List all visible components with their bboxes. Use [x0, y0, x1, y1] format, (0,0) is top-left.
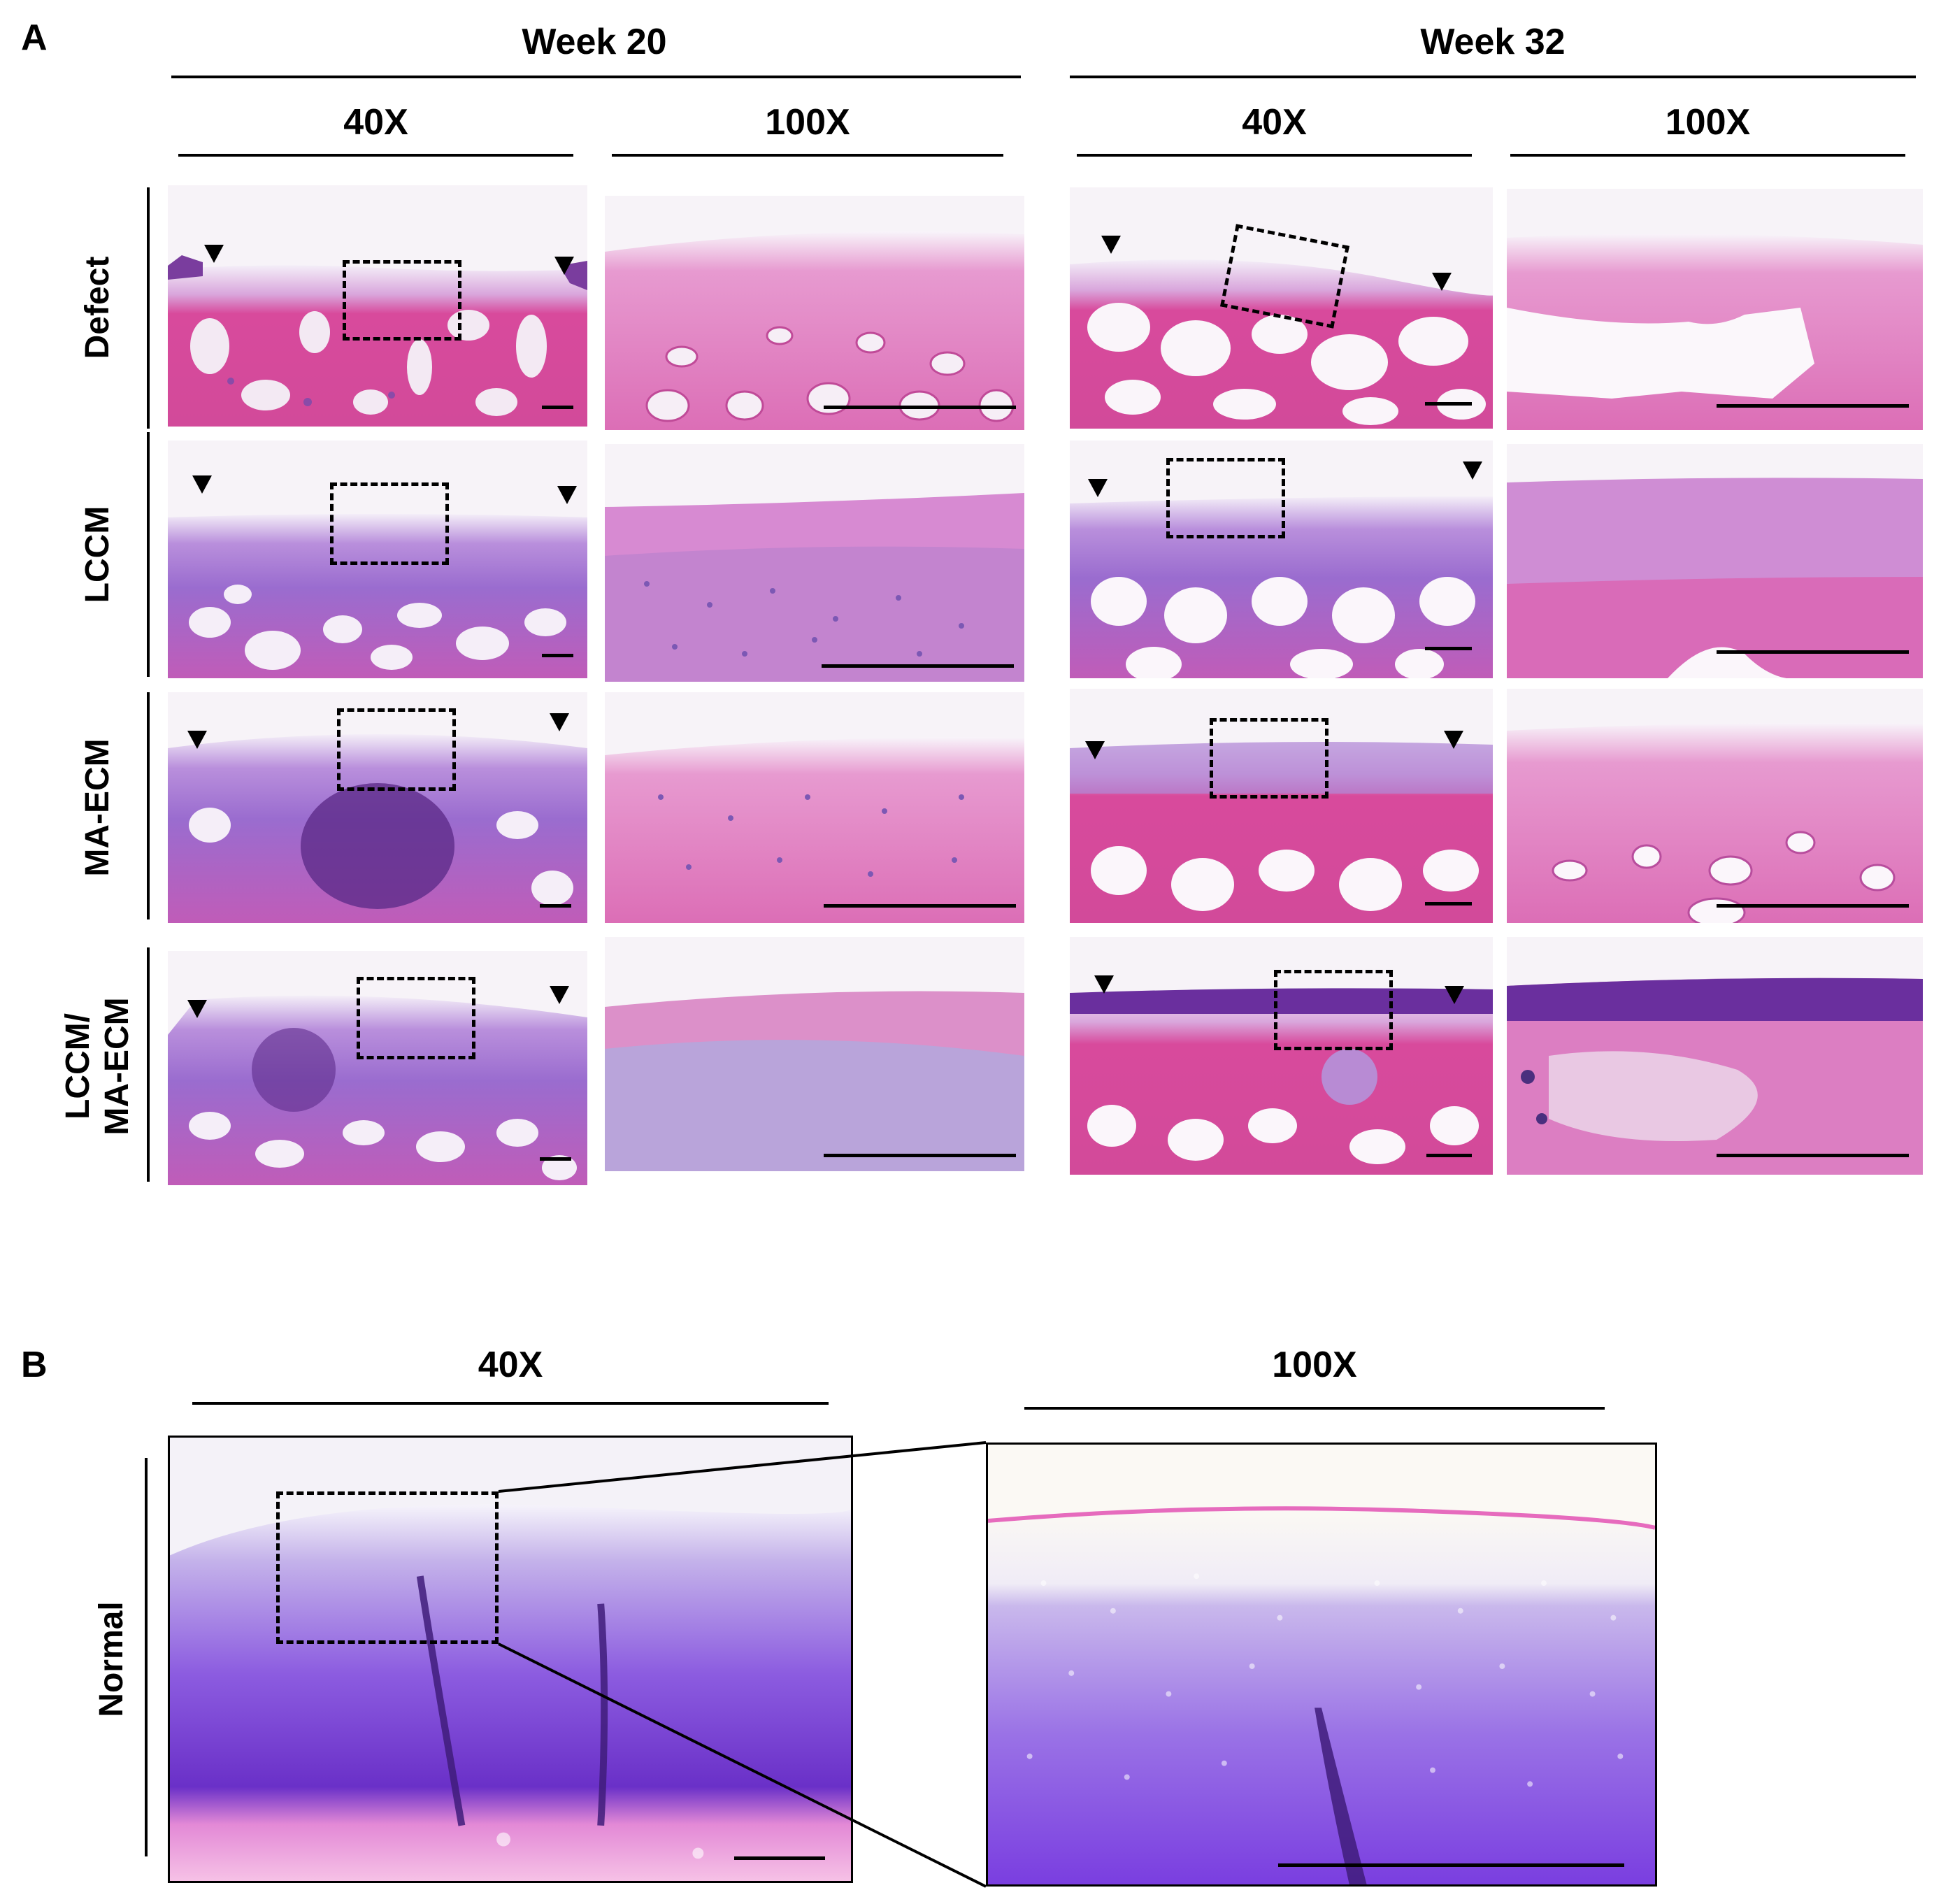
micrograph-normal-100x — [986, 1443, 1657, 1887]
defect-edge-arrow — [550, 713, 569, 731]
scale-bar — [1278, 1863, 1624, 1867]
micrograph-ma-ecm-w20-100x — [605, 692, 1024, 923]
defect-edge-arrow — [550, 986, 569, 1004]
inset-box-lccm-w32 — [1166, 458, 1285, 538]
rule-week-32 — [1070, 76, 1916, 78]
rule-40x-w32 — [1077, 154, 1472, 157]
micrograph-ma-ecm-w32-100x — [1507, 689, 1923, 923]
defect-edge-arrow — [187, 731, 207, 749]
panel-a-letter: A — [21, 17, 48, 58]
row-rule-ma-ecm — [147, 692, 150, 919]
header-week-32: Week 32 — [1420, 22, 1566, 62]
rule-week-20 — [171, 76, 1021, 78]
defect-edge-arrow — [1463, 461, 1482, 480]
scale-bar — [734, 1856, 825, 1860]
scale-bar — [1717, 404, 1909, 408]
scale-bar — [542, 654, 573, 657]
micrograph-lccm-ma-ecm-w20-100x — [605, 937, 1024, 1171]
header-100x-w32: 100X — [1665, 102, 1751, 143]
micrograph-lccm-ma-ecm-w32-40x — [1070, 937, 1493, 1175]
header-40x-normal: 40X — [478, 1345, 543, 1385]
scale-bar — [824, 904, 1016, 908]
scale-bar — [824, 1154, 1016, 1157]
defect-edge-arrow — [1094, 975, 1114, 994]
inset-box-lccm-ma-ecm-w20 — [357, 977, 475, 1059]
scale-bar — [1425, 902, 1472, 906]
micrograph-lccm-ma-ecm-w32-100x — [1507, 937, 1923, 1175]
inset-box-lccm-ma-ecm-w32 — [1274, 970, 1393, 1050]
micrograph-lccm-ma-ecm-w20-40x — [168, 951, 587, 1185]
scale-bar — [540, 1157, 571, 1161]
micrograph-ma-ecm-w32-40x — [1070, 689, 1493, 923]
micrograph-lccm-w20-40x — [168, 441, 587, 678]
inset-box-ma-ecm-w32 — [1210, 718, 1328, 799]
micrograph-defect-w20-100x — [605, 196, 1024, 430]
defect-edge-arrow — [1432, 273, 1452, 291]
row-rule-normal — [145, 1458, 148, 1856]
micrograph-defect-w20-40x — [168, 185, 587, 427]
rule-40x-w20 — [178, 154, 573, 157]
inset-box-lccm-w20 — [330, 482, 449, 565]
row-rule-defect — [147, 187, 150, 429]
panel-b-letter: B — [21, 1345, 48, 1385]
rule-100x-w32 — [1510, 154, 1905, 157]
rule-40x-normal — [192, 1402, 829, 1405]
inset-box-normal — [276, 1491, 499, 1644]
header-100x-normal: 100X — [1272, 1345, 1357, 1385]
scale-bar — [540, 904, 571, 908]
scale-bar — [1717, 904, 1909, 908]
inset-box-ma-ecm-w20 — [337, 708, 456, 791]
rule-100x-w20 — [612, 154, 1003, 157]
micrograph-defect-w32-40x — [1070, 187, 1493, 429]
defect-edge-arrow — [1445, 986, 1464, 1004]
scale-bar — [1425, 402, 1472, 406]
scale-bar — [824, 406, 1016, 409]
scale-bar — [1717, 650, 1909, 654]
defect-edge-arrow — [554, 257, 574, 275]
scale-bar — [1426, 1154, 1472, 1157]
micrograph-defect-w32-100x — [1507, 189, 1923, 430]
row-rule-lccm-ma-ecm — [147, 947, 150, 1182]
inset-box-defect-w20 — [343, 260, 461, 341]
scale-bar — [1425, 647, 1472, 650]
defect-edge-arrow — [204, 245, 224, 263]
micrograph-normal-40x — [168, 1436, 853, 1883]
micrograph-lccm-w20-100x — [605, 444, 1024, 682]
scale-bar — [542, 406, 573, 409]
defect-edge-arrow — [1444, 731, 1463, 749]
header-week-20: Week 20 — [522, 22, 667, 62]
defect-edge-arrow — [1101, 236, 1121, 254]
header-40x-w20: 40X — [343, 102, 408, 143]
micrograph-lccm-w32-40x — [1070, 441, 1493, 678]
defect-edge-arrow — [1085, 741, 1105, 759]
header-40x-w32: 40X — [1242, 102, 1307, 143]
rule-100x-normal — [1024, 1407, 1605, 1410]
scale-bar — [822, 664, 1014, 668]
defect-edge-arrow — [192, 475, 212, 494]
micrograph-ma-ecm-w20-40x — [168, 692, 587, 923]
row-rule-lccm — [147, 432, 150, 677]
micrograph-lccm-w32-100x — [1507, 444, 1923, 678]
defect-edge-arrow — [1088, 479, 1108, 497]
header-100x-w20: 100X — [765, 102, 850, 143]
defect-edge-arrow — [557, 486, 577, 504]
scale-bar — [1717, 1154, 1909, 1157]
defect-edge-arrow — [187, 1000, 207, 1018]
